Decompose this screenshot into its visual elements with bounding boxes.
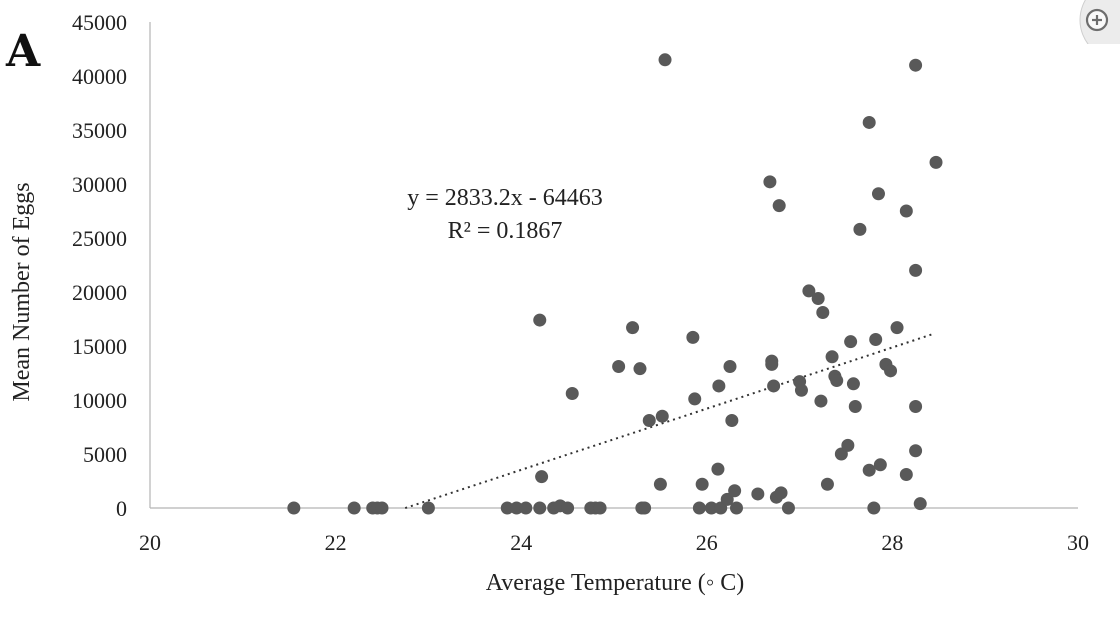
data-point — [794, 383, 808, 397]
data-point — [535, 470, 549, 484]
data-point — [929, 155, 943, 169]
data-point — [781, 501, 795, 515]
data-point — [816, 306, 830, 320]
data-point — [763, 175, 777, 189]
data-point — [720, 492, 734, 506]
y-tick-label: 30000 — [72, 172, 127, 197]
x-tick-label: 22 — [325, 530, 347, 555]
data-point — [712, 379, 726, 393]
data-point — [853, 222, 867, 236]
data-point — [899, 204, 913, 218]
trendline-equation: y = 2833.2x - 64463 — [407, 185, 603, 211]
data-point — [533, 313, 547, 327]
y-tick-label: 45000 — [72, 10, 127, 35]
trendline-r-squared: R² = 0.1867 — [448, 218, 563, 244]
data-point — [909, 58, 923, 72]
x-axis-title: Average Temperature (◦ C) — [486, 570, 744, 596]
data-point — [846, 377, 860, 391]
data-point — [638, 501, 652, 515]
trendline — [404, 332, 935, 510]
data-point — [820, 477, 834, 491]
x-tick-label: 20 — [139, 530, 161, 555]
data-point — [869, 333, 883, 347]
data-point — [375, 501, 389, 515]
data-point — [653, 477, 667, 491]
y-tick-label: 40000 — [72, 64, 127, 89]
data-point — [873, 458, 887, 472]
zoom-in-button[interactable] — [1076, 0, 1120, 44]
data-point — [626, 321, 640, 335]
zoom-in-icon — [1085, 8, 1109, 32]
data-point — [814, 394, 828, 408]
data-point — [692, 501, 706, 515]
data-point — [287, 501, 301, 515]
x-tick-label: 28 — [881, 530, 903, 555]
data-point — [844, 335, 858, 349]
data-point — [825, 350, 839, 364]
data-points — [287, 53, 943, 515]
data-point — [802, 284, 816, 298]
y-tick-label: 15000 — [72, 334, 127, 359]
data-point — [862, 463, 876, 477]
y-tick-label: 20000 — [72, 280, 127, 305]
y-axis-title: Mean Number of Eggs — [9, 182, 35, 401]
data-point — [533, 501, 547, 515]
data-point — [565, 387, 579, 401]
data-point — [347, 501, 361, 515]
data-point — [711, 462, 725, 476]
data-point — [723, 360, 737, 374]
data-point — [913, 497, 927, 511]
data-point — [848, 399, 862, 413]
data-point — [612, 360, 626, 374]
data-point — [725, 414, 739, 428]
y-tick-label: 10000 — [72, 388, 127, 413]
data-point — [767, 379, 781, 393]
panel-label: A — [5, 26, 41, 77]
data-point — [658, 53, 672, 67]
data-point — [695, 477, 709, 491]
data-point — [642, 414, 656, 428]
data-point — [841, 438, 855, 452]
y-tick-label: 35000 — [72, 118, 127, 143]
data-point — [811, 291, 825, 305]
x-tick-label: 26 — [696, 530, 718, 555]
data-point — [729, 501, 743, 515]
y-axis-ticks: 0 5000 10000 15000 20000 25000 30000 35000 40000… — [72, 10, 127, 521]
data-point — [909, 444, 923, 458]
data-point — [561, 501, 575, 515]
data-point — [510, 501, 524, 515]
data-point — [909, 263, 923, 277]
data-point — [772, 199, 786, 213]
x-tick-label: 24 — [510, 530, 532, 555]
data-point — [633, 362, 647, 376]
data-point — [593, 501, 607, 515]
y-tick-label: 0 — [116, 496, 127, 521]
data-point — [862, 115, 876, 129]
data-point — [884, 364, 898, 378]
x-tick-label: 30 — [1067, 530, 1089, 555]
y-tick-label: 25000 — [72, 226, 127, 251]
data-point — [751, 487, 765, 501]
data-point — [867, 501, 881, 515]
data-point — [655, 409, 669, 423]
data-point — [421, 501, 435, 515]
data-point — [519, 501, 533, 515]
data-point — [909, 399, 923, 413]
data-point — [686, 330, 700, 344]
x-axis-ticks: 20 22 24 26 28 30 — [139, 530, 1089, 555]
data-point — [890, 321, 904, 335]
data-point — [728, 484, 742, 498]
data-point — [688, 392, 702, 406]
y-tick-label: 5000 — [83, 442, 127, 467]
data-point — [500, 501, 514, 515]
data-point — [774, 486, 788, 500]
data-point — [765, 354, 779, 368]
data-point — [871, 187, 885, 201]
data-point — [899, 468, 913, 482]
data-point — [830, 374, 844, 388]
data-point — [704, 501, 718, 515]
